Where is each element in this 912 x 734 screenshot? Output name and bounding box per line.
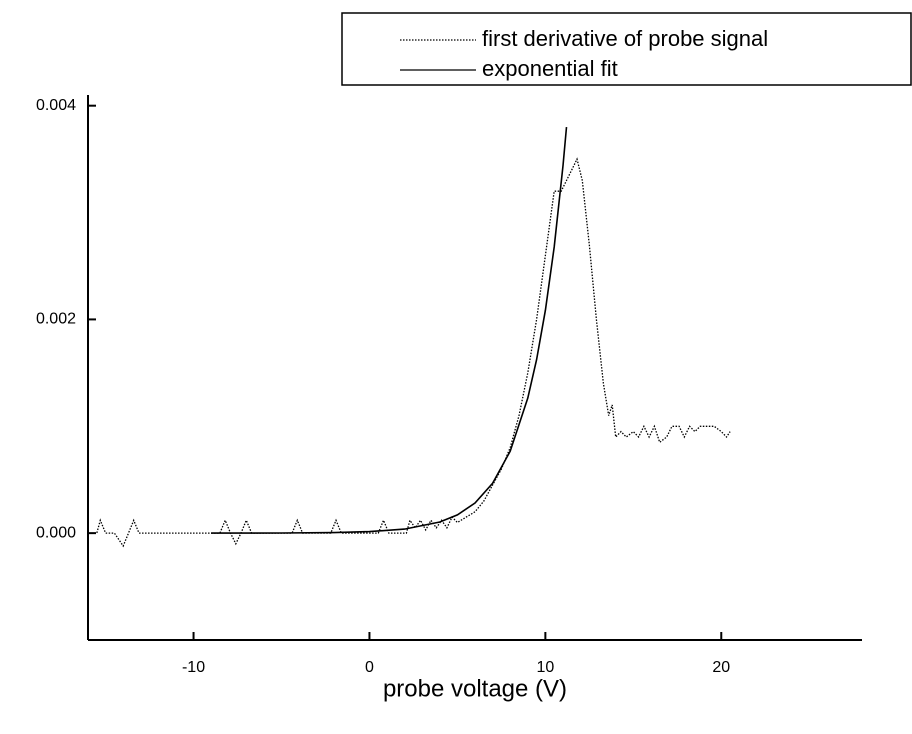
y-tick-label: 0.004	[36, 97, 76, 114]
legend-label: exponential fit	[482, 56, 618, 81]
x-tick-label: 10	[536, 659, 554, 676]
series-line	[211, 127, 568, 534]
x-tick-label: 20	[712, 659, 730, 676]
x-tick-label: 0	[365, 659, 374, 676]
x-axis-label: probe voltage (V)	[383, 675, 567, 702]
legend-label: first derivative of probe signal	[482, 26, 768, 51]
legend-box	[341, 12, 912, 86]
y-tick-label: 0.000	[36, 524, 76, 541]
series-line	[88, 157, 731, 548]
x-tick-label: -10	[182, 659, 205, 676]
y-tick-label: 0.002	[36, 311, 76, 328]
